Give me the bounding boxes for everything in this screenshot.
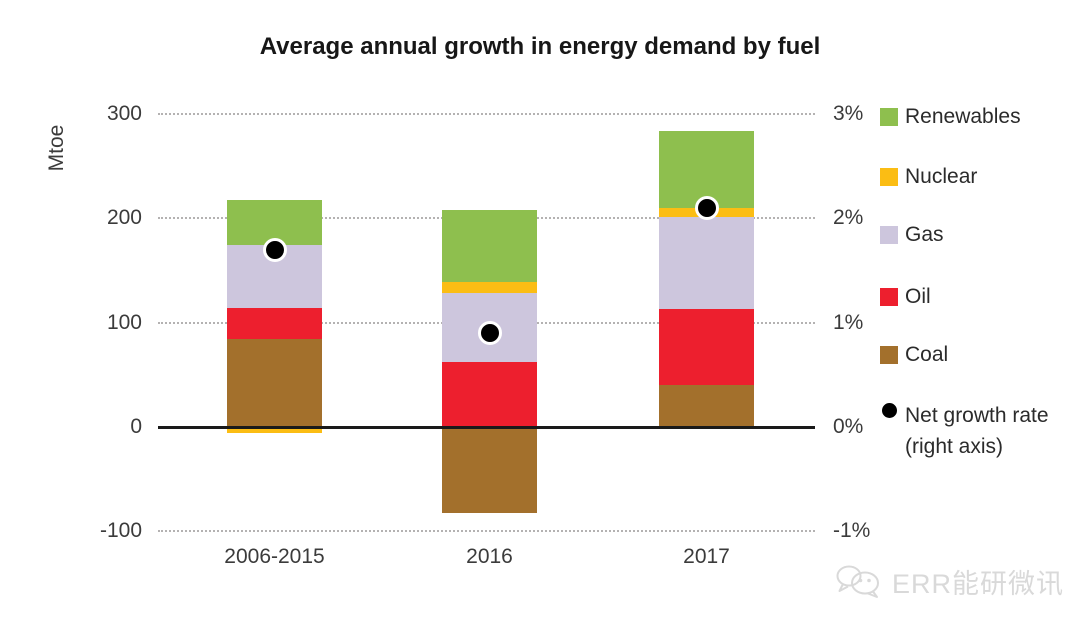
bar-segment-2017-coal — [659, 385, 754, 427]
y-axis-tick-label: 300 — [106, 101, 142, 125]
legend-label: Gas — [905, 223, 944, 246]
legend-label: Renewables — [905, 105, 1021, 128]
bar-segment-2017-oil — [659, 309, 754, 386]
y-axis-tick-label: 0 — [130, 415, 142, 438]
legend-item-nuclear: Nuclear — [880, 165, 977, 189]
x-axis-line — [158, 426, 815, 429]
y-axis-title: Mtoe — [45, 124, 68, 172]
right-axis-tick-label: -1% — [833, 519, 871, 543]
bar-segment-2016-coal — [442, 427, 537, 513]
x-axis-label-2016: 2016 — [466, 545, 513, 568]
bar-segment-2016-nuclear — [442, 281, 537, 294]
legend-label: Net growth rate (right axis) — [905, 400, 1049, 462]
wechat-icon — [836, 565, 879, 598]
legend-item-renewables: Renewables — [880, 105, 1021, 129]
legend-item-gas: Gas — [880, 223, 944, 247]
y-axis-tick-label: 100 — [106, 310, 142, 334]
bar-segment-2006-2015-oil — [227, 307, 322, 340]
net-growth-dot-2006-2015 — [262, 237, 287, 262]
bar-segment-2016-renewables — [442, 209, 537, 282]
gridline--100 — [158, 530, 815, 533]
y-axis-tick-label: -100 — [99, 519, 142, 543]
legend-label: Oil — [905, 285, 931, 308]
y-axis-tick-label: 200 — [106, 206, 142, 230]
legend-label-line2: (right axis) — [905, 435, 1004, 458]
legend-dot-marker — [882, 403, 897, 418]
x-axis-label-2017: 2017 — [683, 545, 730, 568]
legend-item-coal: Coal — [880, 343, 948, 367]
bar-segment-2017-gas — [659, 217, 754, 309]
x-axis-label-2006-2015: 2006-2015 — [224, 545, 325, 568]
bar-segment-2016-oil — [442, 362, 537, 427]
legend-swatch-nuclear — [880, 168, 898, 186]
legend-label-line1: Net growth rate — [905, 404, 1049, 427]
bar-segment-2017-renewables — [659, 130, 754, 208]
chart-title: Average annual growth in energy demand b… — [259, 33, 821, 60]
legend-label: Coal — [905, 343, 949, 366]
watermark-text: ERR能研微讯 — [892, 569, 1065, 599]
right-axis-tick-label: 3% — [833, 101, 864, 125]
legend-item-oil: Oil — [880, 285, 931, 309]
right-axis-tick-label: 0% — [833, 415, 864, 438]
legend-swatch-gas — [880, 226, 898, 244]
gridline-300 — [158, 112, 815, 115]
legend-swatch-oil — [880, 288, 898, 306]
net-growth-dot-2016 — [477, 321, 502, 346]
legend-label: Nuclear — [905, 165, 978, 188]
legend-swatch-renewables — [880, 108, 898, 126]
bar-segment-2006-2015-coal — [227, 339, 322, 427]
right-axis-tick-label: 2% — [833, 206, 864, 230]
watermark: ERR能研微讯 — [834, 562, 1064, 601]
legend-item-net-growth-rate: Net growth rate (right axis) — [882, 400, 1049, 462]
net-growth-dot-2017 — [694, 195, 719, 220]
right-axis-tick-label: 1% — [833, 310, 864, 334]
bar-segment-2006-2015-nuclear — [227, 427, 322, 434]
legend-swatch-coal — [880, 346, 898, 364]
